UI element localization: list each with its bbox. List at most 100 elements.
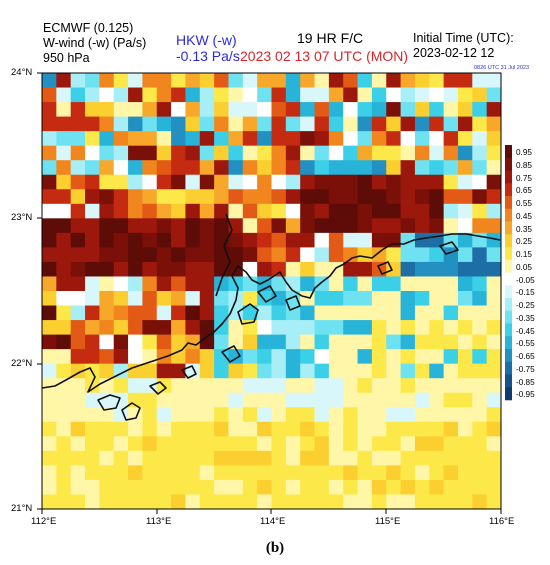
colorbar-label: -0.45: [516, 326, 535, 336]
grid-cell: [285, 450, 301, 466]
grid-cell: [472, 320, 488, 335]
grid-cell: [99, 247, 115, 263]
grid-cell: [257, 203, 272, 219]
grid-cell: [214, 291, 229, 306]
grid-cell: [128, 479, 143, 495]
grid-cell: [156, 305, 172, 321]
grid-cell: [228, 494, 244, 510]
grid-cell: [185, 174, 201, 190]
grid-cell: [214, 116, 229, 132]
grid-cell: [271, 145, 287, 161]
grid-cell: [429, 218, 445, 234]
grid-cell: [56, 334, 72, 350]
grid-cell: [42, 116, 57, 132]
grid-cell: [443, 116, 459, 132]
grid-cell: [185, 291, 201, 306]
grid-cell: [56, 392, 72, 408]
grid-cell: [429, 450, 445, 466]
grid-cell: [228, 131, 244, 147]
grid-cell: [400, 378, 416, 394]
grid-cell: [328, 203, 344, 219]
grid-cell: [300, 145, 315, 161]
grid-cell: [242, 349, 258, 365]
grid-cell: [56, 87, 72, 103]
grid-cell: [99, 291, 115, 306]
grid-cell: [328, 421, 344, 437]
grid-cell: [285, 232, 301, 248]
grid-cell: [99, 334, 115, 350]
grid-cell: [199, 291, 215, 306]
grid-cell: [70, 291, 86, 306]
grid-cell: [113, 218, 129, 234]
grid-cell: [400, 305, 416, 321]
grid-cell: [486, 320, 502, 335]
grid-cell: [56, 261, 72, 277]
grid-cell: [70, 116, 86, 132]
grid-cell: [99, 131, 115, 147]
grid-cell: [128, 218, 143, 234]
grid-cell: [113, 232, 129, 248]
grid-cell: [486, 494, 502, 510]
grid-cell: [343, 378, 358, 394]
grid-cell: [300, 261, 315, 277]
grid-cell: [300, 450, 315, 466]
grid-cell: [128, 450, 143, 466]
grid-cell: [42, 174, 57, 190]
grid-cell: [343, 247, 358, 263]
grid-cell: [357, 189, 373, 205]
grid-cell: [314, 349, 330, 365]
grid-cell: [113, 305, 129, 321]
grid-cell: [271, 421, 287, 437]
grid-cell: [328, 174, 344, 190]
grid-cell: [85, 87, 100, 103]
grid-cell: [42, 261, 57, 277]
grid-cell: [199, 450, 215, 466]
grid-cell: [199, 189, 215, 205]
grid-cell: [199, 378, 215, 394]
grid-cell: [443, 87, 459, 103]
grid-cell: [357, 276, 373, 292]
grid-cell: [314, 465, 330, 481]
grid-cell: [128, 189, 143, 205]
grid-cell: [414, 494, 430, 510]
grid-cell: [486, 261, 502, 277]
grid-cell: [285, 421, 301, 437]
grid-cell: [199, 232, 215, 248]
grid-cell: [271, 87, 287, 103]
grid-cell: [300, 174, 315, 190]
grid-cell: [400, 261, 416, 277]
grid-cell: [156, 174, 172, 190]
colorbar-swatch: [505, 323, 512, 337]
grid-cell: [386, 378, 401, 394]
grid-cell: [99, 407, 115, 423]
grid-cell: [185, 73, 201, 88]
grid-cell: [242, 218, 258, 234]
grid-cell: [85, 479, 100, 495]
grid-cell: [400, 291, 416, 306]
grid-cell: [443, 291, 459, 306]
grid-cell: [156, 392, 172, 408]
grid-cell: [457, 247, 473, 263]
grid-cell: [386, 421, 401, 437]
grid-cell: [85, 160, 100, 176]
grid-cell: [414, 291, 430, 306]
grid-cell: [285, 334, 301, 350]
grid-cell: [443, 392, 459, 408]
grid-cell: [386, 87, 401, 103]
velocity-grid: [42, 73, 502, 510]
grid-cell: [70, 320, 86, 335]
grid-cell: [56, 116, 72, 132]
grid-cell: [113, 378, 129, 394]
grid-cell: [343, 363, 358, 379]
grid-cell: [314, 174, 330, 190]
grid-cell: [257, 479, 272, 495]
grid-cell: [285, 73, 301, 88]
grid-cell: [142, 87, 158, 103]
grid-cell: [142, 102, 158, 117]
colorbar-swatch: [505, 170, 512, 184]
grid-cell: [128, 291, 143, 306]
grid-cell: [414, 436, 430, 452]
grid-cell: [185, 421, 201, 437]
grid-cell: [70, 174, 86, 190]
colorbar-swatch: [505, 247, 512, 261]
